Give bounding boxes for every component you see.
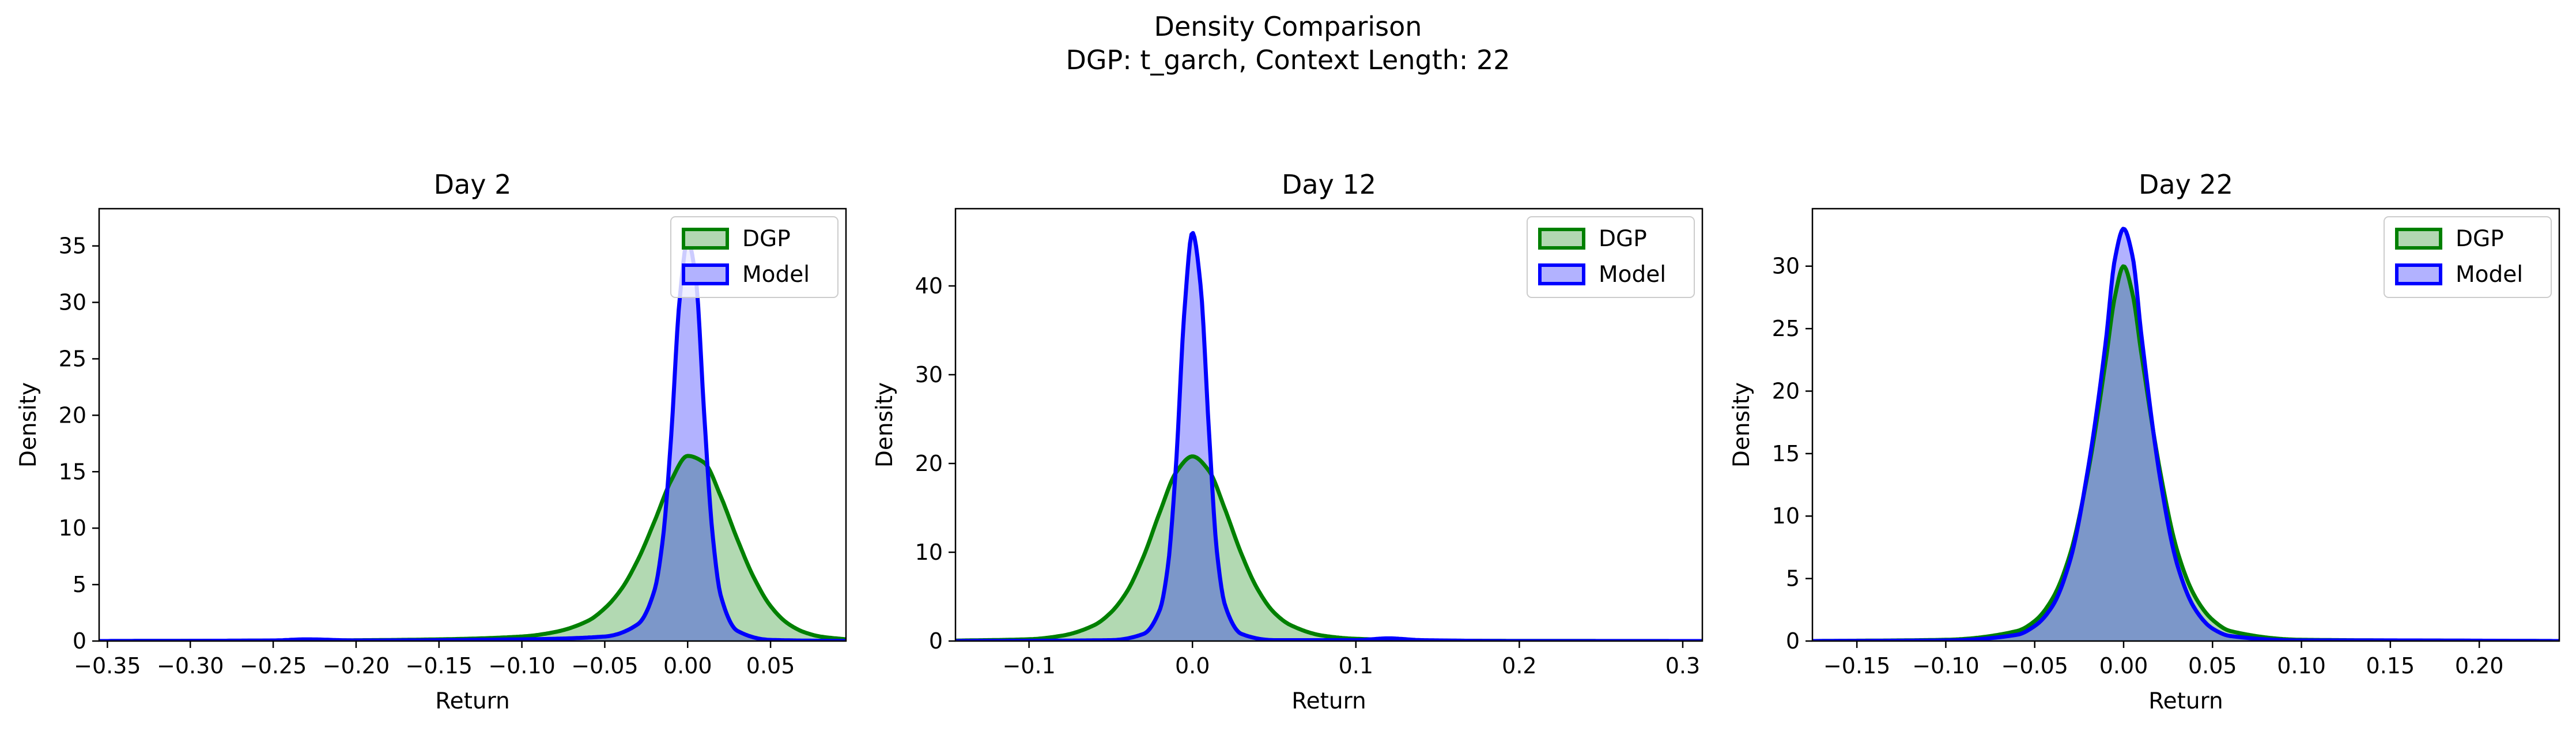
y-tick-label: 30 [1772,254,1800,279]
x-tick-label: 0.00 [2099,653,2148,679]
x-axis-label: Return [435,688,509,714]
x-tick-label: 0.20 [2455,653,2504,679]
y-axis-label: Density [1729,382,1755,468]
x-tick-label: 0.3 [1665,653,1700,679]
x-tick-label: 0.2 [1502,653,1536,679]
y-axis-label: Density [16,382,41,468]
legend-swatch-dgp [682,228,729,250]
x-tick-label: −0.05 [2001,653,2068,679]
y-tick-label: 5 [73,572,86,597]
x-tick-label: −0.10 [1912,653,1979,679]
y-tick-label: 10 [915,540,943,565]
y-tick-label: 0 [1786,628,1800,654]
legend-label-model: Model [742,262,810,288]
y-tick-label: 30 [59,290,86,315]
x-tick-label: 0.05 [2188,653,2237,679]
legend-swatch-dgp [1538,228,1585,250]
chart-panel-1: −0.35 −0.30 −0.25 −0.20 −0.15 −0.10 −0.05 0.00 0… [16,169,847,714]
y-tick-label: 35 [59,233,86,259]
x-axis-label: Return [1291,688,1366,714]
x-tick-label: −0.1 [1002,653,1055,679]
legend: DGP Model [1527,216,1695,298]
x-tick-label: −0.35 [74,653,141,679]
chart-title: Day 2 [434,169,512,200]
y-tick-label: 20 [1772,378,1800,404]
x-tick-label: −0.10 [488,653,555,679]
chart-title: Day 22 [2139,169,2233,200]
series-fill-dgp [955,456,1702,641]
x-tick-label: −0.30 [157,653,224,679]
y-tick-label: 15 [1772,441,1800,466]
y-tick-label: 25 [59,346,86,371]
y-tick-label: 40 [915,273,943,299]
chart-title: Day 12 [1282,169,1376,200]
y-tick-label: 30 [915,362,943,387]
figure-subtitle: DGP: t_garch, Context Length: 22 [1066,44,1510,76]
figure-title: Density Comparison [1154,11,1422,42]
x-tick-label: −0.20 [323,653,390,679]
legend: DGP Model [2384,216,2552,298]
y-tick-label: 15 [59,459,86,484]
y-axis-label: Density [872,382,898,468]
x-tick-label: 0.10 [2277,653,2326,679]
x-tick-label: −0.25 [240,653,307,679]
axes-frame [98,208,847,642]
series-fill-model [99,240,846,641]
x-tick-label: 0.05 [746,653,795,679]
x-tick-label: 0.0 [1175,653,1210,679]
x-tick-label: 0.1 [1339,653,1373,679]
legend-swatch-model [2395,263,2442,285]
legend-label-dgp: DGP [742,226,791,252]
legend-label-model: Model [1599,262,1666,288]
y-tick-label: 0 [929,628,943,654]
axes-frame [954,208,1704,642]
legend: DGP Model [670,216,838,298]
x-tick-label: −0.15 [406,653,473,679]
y-tick-label: 25 [1772,316,1800,341]
x-axis-label: Return [2148,688,2223,714]
legend-label-model: Model [2456,262,2523,288]
y-tick-label: 0 [73,628,86,654]
chart-panel-3: −0.15 −0.10 −0.05 0.00 0.05 0.10 0.15 0.20 0 5 10 1… [1729,169,2560,714]
y-tick-label: 20 [915,451,943,476]
legend-swatch-model [682,263,729,285]
x-tick-label: −0.15 [1823,653,1890,679]
y-tick-label: 10 [1772,503,1800,529]
y-tick-label: 5 [1786,566,1800,591]
x-tick-label: 0.15 [2366,653,2415,679]
y-tick-label: 20 [59,402,86,428]
x-tick-label: 0.00 [663,653,712,679]
chart-panels: −0.35 −0.30 −0.25 −0.20 −0.15 −0.10 −0.05 0.00 0… [16,169,2560,714]
legend-label-dgp: DGP [1599,226,1647,252]
legend-label-dgp: DGP [2456,226,2504,252]
legend-swatch-model [1538,263,1585,285]
series-fill-dgp [99,455,846,641]
axes-frame [1811,208,2560,642]
y-tick-label: 10 [59,515,86,541]
chart-panel-2: −0.1 0.0 0.1 0.2 0.3 0 10 20 30 40 Return Density Da… [872,169,1704,714]
x-tick-label: −0.05 [571,653,638,679]
legend-swatch-dgp [2395,228,2442,250]
